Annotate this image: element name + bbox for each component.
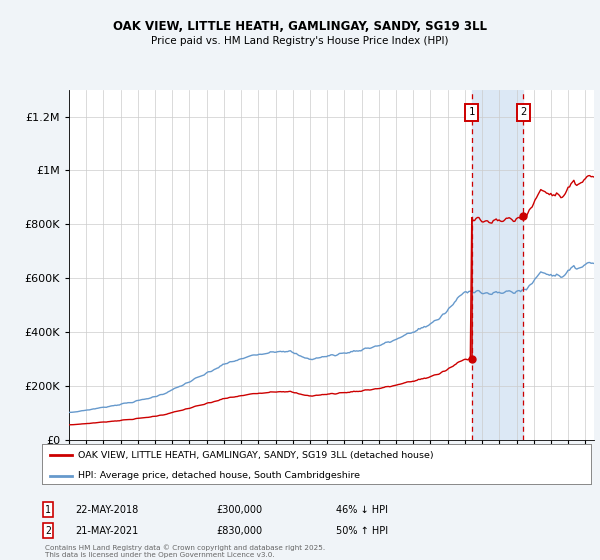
Text: 1: 1 — [469, 108, 475, 118]
Text: 22-MAY-2018: 22-MAY-2018 — [75, 505, 138, 515]
Text: Contains HM Land Registry data © Crown copyright and database right 2025.
This d: Contains HM Land Registry data © Crown c… — [45, 545, 325, 558]
Bar — [472, 90, 523, 440]
Text: 1: 1 — [45, 505, 51, 515]
Text: 2: 2 — [520, 108, 526, 118]
Text: 46% ↓ HPI: 46% ↓ HPI — [336, 505, 388, 515]
Text: OAK VIEW, LITTLE HEATH, GAMLINGAY, SANDY, SG19 3LL: OAK VIEW, LITTLE HEATH, GAMLINGAY, SANDY… — [113, 20, 487, 32]
Text: Price paid vs. HM Land Registry's House Price Index (HPI): Price paid vs. HM Land Registry's House … — [151, 36, 449, 46]
Text: 21-MAY-2021: 21-MAY-2021 — [75, 526, 138, 536]
Text: 50% ↑ HPI: 50% ↑ HPI — [336, 526, 388, 536]
Text: £300,000: £300,000 — [216, 505, 262, 515]
Text: £830,000: £830,000 — [216, 526, 262, 536]
Text: 2: 2 — [45, 526, 51, 536]
Text: OAK VIEW, LITTLE HEATH, GAMLINGAY, SANDY, SG19 3LL (detached house): OAK VIEW, LITTLE HEATH, GAMLINGAY, SANDY… — [77, 451, 433, 460]
Text: HPI: Average price, detached house, South Cambridgeshire: HPI: Average price, detached house, Sout… — [77, 471, 359, 480]
